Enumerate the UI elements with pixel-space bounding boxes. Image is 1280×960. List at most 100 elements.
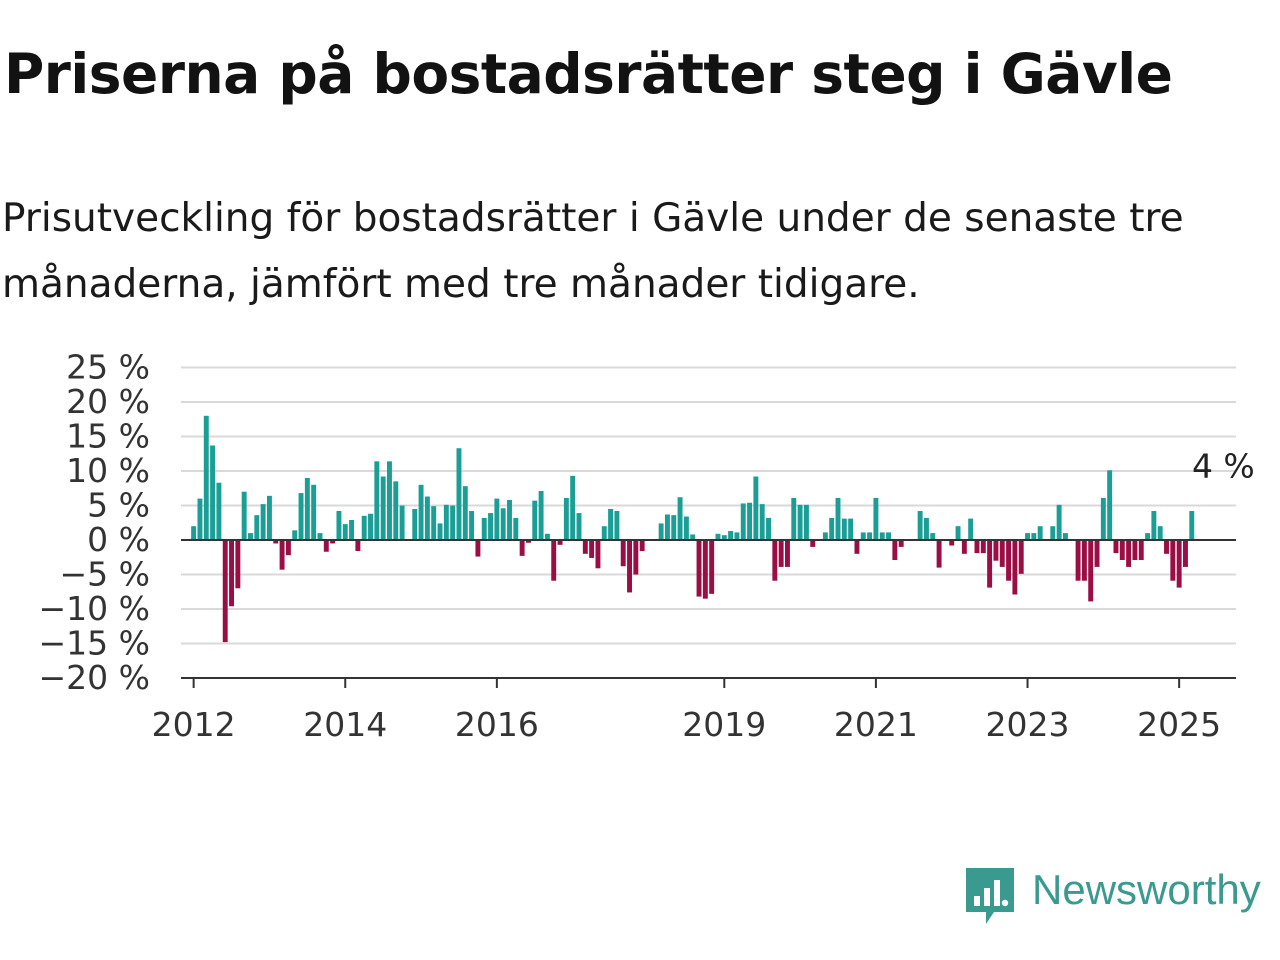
- bar: [1012, 540, 1018, 595]
- bar: [923, 517, 929, 540]
- bar: [1081, 540, 1087, 581]
- bar: [248, 533, 253, 540]
- bar: [627, 540, 632, 593]
- bar: [1164, 540, 1169, 554]
- bar: [304, 477, 310, 540]
- bar: [481, 517, 487, 540]
- bar: [898, 540, 904, 547]
- bar: [519, 540, 525, 556]
- bar: [778, 540, 784, 567]
- bar: [210, 445, 216, 540]
- bar: [450, 505, 456, 540]
- bar: [544, 533, 550, 540]
- bar: [1107, 470, 1113, 540]
- bar: [1189, 511, 1195, 540]
- bar: [709, 540, 715, 594]
- bar: [1113, 540, 1119, 554]
- y-tick-label: 0 %: [87, 520, 150, 559]
- bar: [961, 540, 967, 554]
- x-tick-label: 2019: [682, 705, 766, 744]
- bar: [292, 530, 298, 540]
- bar: [557, 540, 563, 545]
- bar: [393, 481, 399, 540]
- bar: [772, 540, 778, 581]
- bar: [968, 518, 974, 540]
- bar: [1100, 497, 1106, 540]
- bar: [1062, 533, 1068, 540]
- x-tick-label: 2016: [455, 705, 539, 744]
- page-title: Priserna på bostadsrätter steg i Gävle: [4, 42, 1173, 106]
- bar: [418, 484, 424, 540]
- y-tick-label: −20 %: [39, 658, 151, 697]
- bar: [266, 495, 272, 540]
- bar: [538, 491, 544, 540]
- bar: [822, 532, 828, 540]
- bar: [336, 511, 342, 540]
- bar: [766, 517, 771, 540]
- bar: [683, 516, 689, 540]
- bar: [810, 540, 816, 547]
- bar: [1037, 526, 1043, 540]
- bar: [570, 475, 576, 540]
- bar: [254, 515, 260, 540]
- bar: [759, 504, 765, 540]
- y-tick-label: 25 %: [66, 348, 150, 387]
- bar: [734, 532, 740, 540]
- x-tick-label: 2023: [986, 705, 1070, 744]
- bar: [879, 532, 885, 540]
- bar: [576, 513, 582, 540]
- bar: [494, 498, 500, 540]
- x-tick-label: 2014: [303, 705, 387, 744]
- bar: [671, 515, 677, 540]
- bar: [608, 508, 614, 540]
- bar: [1075, 540, 1081, 581]
- bar: [298, 493, 304, 540]
- bar: [715, 533, 721, 540]
- bar: [841, 518, 847, 540]
- bar: [1031, 533, 1037, 540]
- bar: [1138, 540, 1144, 561]
- y-tick-label: 20 %: [66, 382, 150, 421]
- bar: [886, 532, 892, 540]
- bar: [747, 502, 753, 540]
- bar: [955, 526, 961, 540]
- bar: [551, 540, 557, 581]
- bar: [848, 518, 854, 540]
- bar: [285, 540, 291, 556]
- y-tick-label: 5 %: [87, 486, 150, 525]
- bar: [589, 540, 595, 558]
- y-tick-label: −10 %: [39, 589, 151, 628]
- bar: [721, 535, 727, 540]
- bar: [203, 415, 209, 540]
- bar: [728, 531, 734, 540]
- bar: [690, 534, 696, 540]
- bar: [993, 540, 999, 561]
- bar: [797, 504, 803, 540]
- bar: [740, 503, 746, 540]
- bar: [873, 497, 879, 540]
- bar: [1126, 540, 1132, 567]
- bar: [980, 540, 986, 554]
- bar: [1157, 526, 1163, 540]
- bar: [677, 497, 683, 540]
- bar: [696, 540, 702, 597]
- bar: [639, 540, 645, 552]
- bar: [361, 515, 367, 540]
- bar: [399, 505, 405, 540]
- bar: [443, 504, 449, 540]
- bar: [785, 540, 790, 567]
- bar: [1088, 540, 1094, 602]
- bar: [342, 524, 348, 540]
- bar: [431, 506, 437, 540]
- bar: [917, 511, 923, 540]
- bar: [469, 511, 475, 540]
- bar: [867, 532, 873, 540]
- bar: [860, 532, 866, 540]
- bar: [374, 461, 380, 540]
- y-tick-label: 15 %: [66, 417, 150, 456]
- bar: [582, 540, 588, 554]
- bar: [323, 540, 329, 552]
- bar: [513, 517, 519, 540]
- bar: [424, 496, 430, 540]
- bar: [330, 540, 336, 544]
